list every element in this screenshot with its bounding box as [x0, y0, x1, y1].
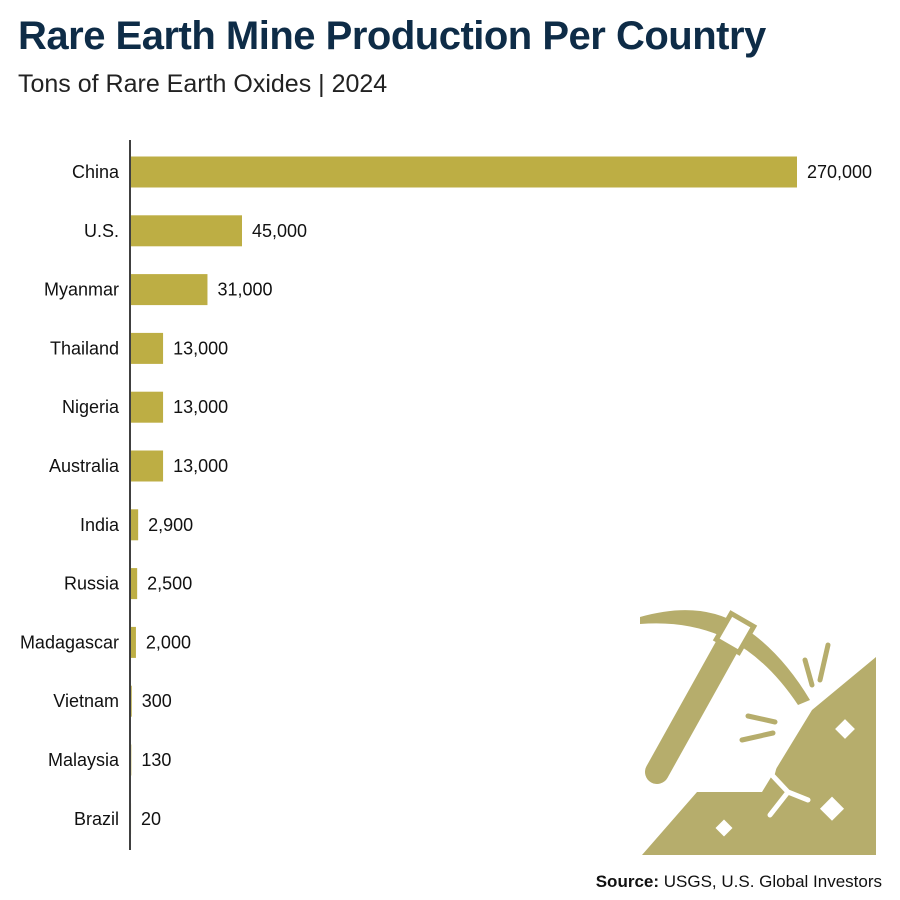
category-label: Brazil: [74, 809, 119, 829]
value-label: 2,500: [147, 574, 192, 594]
bar: [131, 215, 242, 247]
value-label: 31,000: [217, 280, 272, 300]
bar: [131, 156, 797, 188]
category-label: U.S.: [84, 221, 119, 241]
category-label: Vietnam: [53, 691, 119, 711]
bar: [131, 626, 136, 658]
category-label: Madagascar: [20, 632, 119, 652]
category-label: Australia: [49, 456, 120, 476]
bar: [131, 685, 132, 717]
value-label: 13,000: [173, 456, 228, 476]
value-label: 270,000: [807, 162, 872, 182]
source-label: Source:: [595, 872, 660, 891]
category-label: China: [72, 162, 120, 182]
bar-chart: China 270,000 U.S. 45,000 Myanmar 31,000 Thail…: [20, 140, 872, 850]
bar: [131, 274, 208, 306]
bar: [131, 509, 139, 541]
value-label: 300: [142, 691, 172, 711]
category-label: Myanmar: [44, 280, 119, 300]
category-label: Malaysia: [48, 750, 120, 770]
source-note: Source: USGS, U.S. Global Investors: [596, 872, 882, 892]
category-label: India: [80, 515, 120, 535]
value-label: 13,000: [173, 338, 228, 358]
value-label: 13,000: [173, 397, 228, 417]
bar: [131, 450, 164, 482]
source-text: USGS, U.S. Global Investors: [663, 872, 882, 891]
bar: [131, 568, 138, 600]
value-label: 2,900: [148, 515, 193, 535]
value-label: 20: [141, 809, 161, 829]
chart-title: Rare Earth Mine Production Per Country: [18, 14, 766, 58]
bar: [131, 332, 164, 364]
category-label: Russia: [64, 574, 120, 594]
category-label: Nigeria: [62, 397, 120, 417]
bar: [131, 391, 164, 423]
value-label: 2,000: [146, 632, 191, 652]
value-label: 45,000: [252, 221, 307, 241]
chart-subtitle: Tons of Rare Earth Oxides | 2024: [18, 70, 388, 98]
value-label: 130: [141, 750, 171, 770]
category-label: Thailand: [50, 338, 119, 358]
